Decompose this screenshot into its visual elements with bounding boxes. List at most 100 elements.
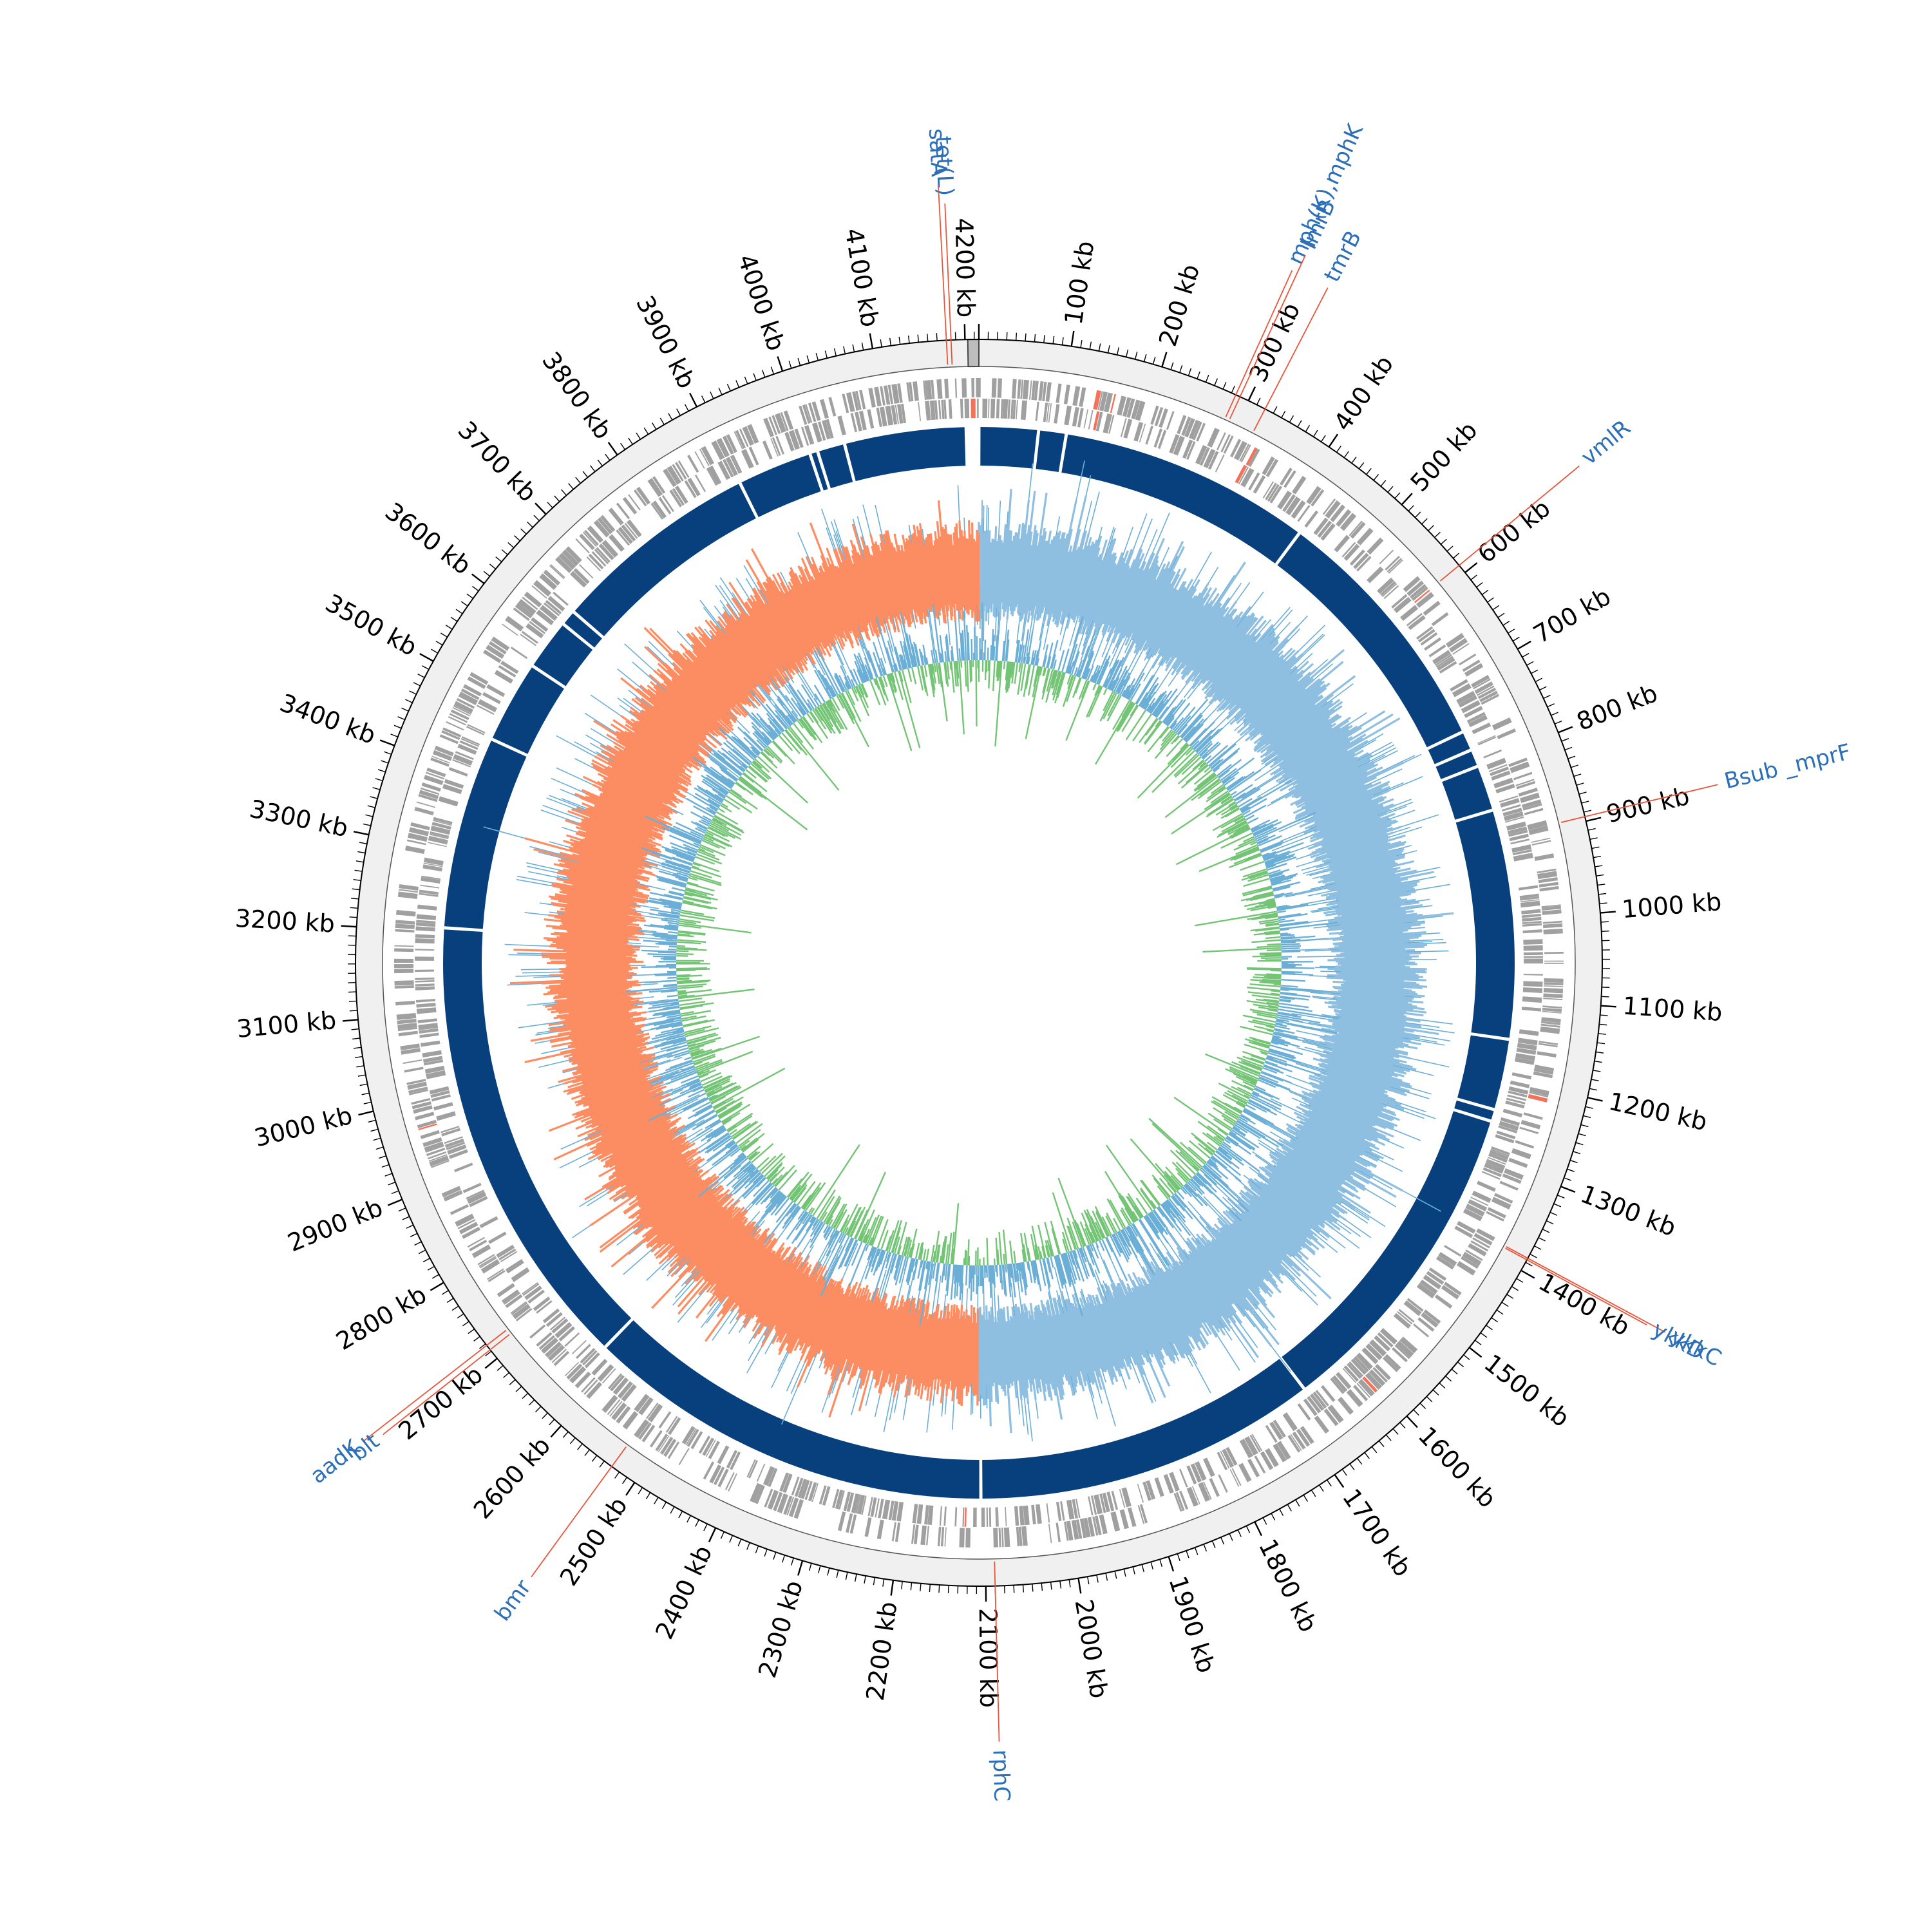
gc-skew-bar	[620, 677, 713, 752]
cds-feature	[1238, 1463, 1252, 1482]
gc-skew-bar	[1078, 560, 1103, 634]
cds-feature	[547, 1345, 565, 1361]
gc-skew-bar	[653, 669, 726, 736]
cds-feature	[1468, 1199, 1488, 1212]
gc-skew-bar	[1275, 1150, 1339, 1191]
gc-skew-spike	[643, 1057, 683, 1070]
gc-skew-spike	[711, 1164, 742, 1191]
gc-skew-bar	[1211, 1238, 1266, 1302]
gc-skew-bar	[628, 731, 683, 769]
gc-skew-bar	[571, 808, 649, 839]
gc-skew-spike	[1309, 1021, 1323, 1026]
cds-feature	[954, 378, 958, 398]
gc-skew-spike	[770, 677, 789, 702]
cds-feature	[638, 1397, 654, 1416]
cds-feature	[1330, 1378, 1345, 1394]
gc-skew-bar	[735, 1253, 782, 1320]
gc-skew-bar	[558, 859, 636, 880]
cds-feature	[1346, 1388, 1363, 1407]
gc-skew-spike	[1006, 511, 1009, 528]
gc-skew-spike	[709, 734, 723, 746]
gc-skew-bar	[1162, 1258, 1213, 1336]
gc-skew-bar	[1274, 1166, 1334, 1208]
gc-skew-bar	[823, 1285, 856, 1365]
cds-feature	[1332, 1375, 1348, 1392]
gc-skew-bar	[1206, 639, 1255, 696]
gc-skew-bar	[565, 1013, 641, 1027]
gc-skew-bar	[1287, 1129, 1374, 1178]
gc-skew-bar	[1170, 1256, 1220, 1330]
gc-skew-spike	[617, 697, 631, 708]
cds-feature	[419, 893, 439, 897]
gc-skew-bar	[650, 1184, 722, 1247]
gc-skew-bar	[553, 1107, 665, 1160]
gc-skew-bar	[1240, 1214, 1300, 1272]
gc-skew-spike	[993, 1287, 996, 1317]
gc-skew-bar	[1224, 1224, 1270, 1272]
cds-feature	[1423, 600, 1441, 616]
gc-skew-bar	[549, 954, 626, 958]
gc-skew-spike	[1109, 637, 1127, 674]
backbone-ring	[443, 427, 1515, 1499]
gc-skew-bar	[1158, 597, 1193, 656]
gc-skew-bar	[548, 1011, 638, 1027]
gc-skew-bar	[786, 585, 824, 656]
cds-feature	[1353, 1385, 1368, 1401]
gc-content-bar	[1065, 681, 1090, 741]
gc-skew-spike	[1056, 1290, 1062, 1309]
cds-feature	[1154, 1477, 1164, 1497]
gc-skew-bar	[1318, 1043, 1413, 1068]
gc-skew-bar	[556, 996, 631, 1005]
cds-feature	[1414, 589, 1430, 603]
gc-skew-bar	[635, 1179, 705, 1236]
gc-skew-bar	[786, 1270, 829, 1352]
gc-skew-bar	[1066, 533, 1090, 618]
gc-skew-bar	[577, 860, 646, 880]
gc-skew-bar	[1301, 1097, 1394, 1138]
gc-skew-bar	[813, 1287, 844, 1358]
gc-skew-bar	[752, 601, 799, 674]
gc-skew-spike	[822, 1250, 831, 1267]
cds-feature	[583, 1379, 598, 1395]
cds-feature	[397, 1023, 417, 1030]
gc-skew-bar	[1235, 668, 1292, 722]
cds-feature	[1406, 580, 1425, 596]
cds-feature	[891, 1522, 896, 1542]
gc-skew-bar	[708, 1233, 768, 1307]
gc-skew-bar	[965, 1315, 971, 1396]
gc-skew-bar	[549, 1016, 634, 1031]
gc-skew-spike	[747, 714, 761, 728]
gc-skew-bar	[607, 1144, 687, 1195]
cds-feature	[394, 985, 414, 989]
gc-skew-bar	[1218, 638, 1289, 712]
gc-skew-bar	[562, 1046, 655, 1072]
gc-skew-bar	[924, 1311, 936, 1390]
cds-feature	[837, 1511, 846, 1531]
cds-feature	[1441, 1285, 1460, 1300]
gc-skew-bar	[1173, 562, 1246, 670]
gc-skew-bar	[1337, 999, 1425, 1010]
gc-skew-bar	[1145, 589, 1179, 650]
gc-skew-bar	[743, 1246, 797, 1329]
gc-content-bar	[1258, 1076, 1291, 1091]
cds-feature	[1220, 434, 1231, 453]
cds-feature	[1083, 1517, 1091, 1538]
cds-feature	[1541, 904, 1561, 907]
cds-feature	[1120, 418, 1127, 437]
cds-feature	[421, 875, 441, 880]
gc-skew-bar	[1253, 703, 1316, 752]
gc-skew-bar	[1249, 688, 1307, 736]
gc-skew-bar	[794, 573, 833, 651]
cds-feature	[415, 980, 435, 983]
gc-skew-spike	[539, 902, 553, 905]
cds-feature	[1285, 496, 1301, 516]
cds-feature	[1127, 1507, 1137, 1528]
gc-skew-bar	[800, 1283, 835, 1354]
cds-feature	[1245, 447, 1258, 466]
cds-feature	[593, 520, 610, 538]
cds-feature	[1513, 853, 1533, 862]
gc-skew-bar	[636, 1168, 703, 1219]
gc-skew-bar	[575, 1056, 652, 1080]
gc-skew-bar	[567, 1031, 638, 1048]
cds-feature	[459, 740, 478, 750]
